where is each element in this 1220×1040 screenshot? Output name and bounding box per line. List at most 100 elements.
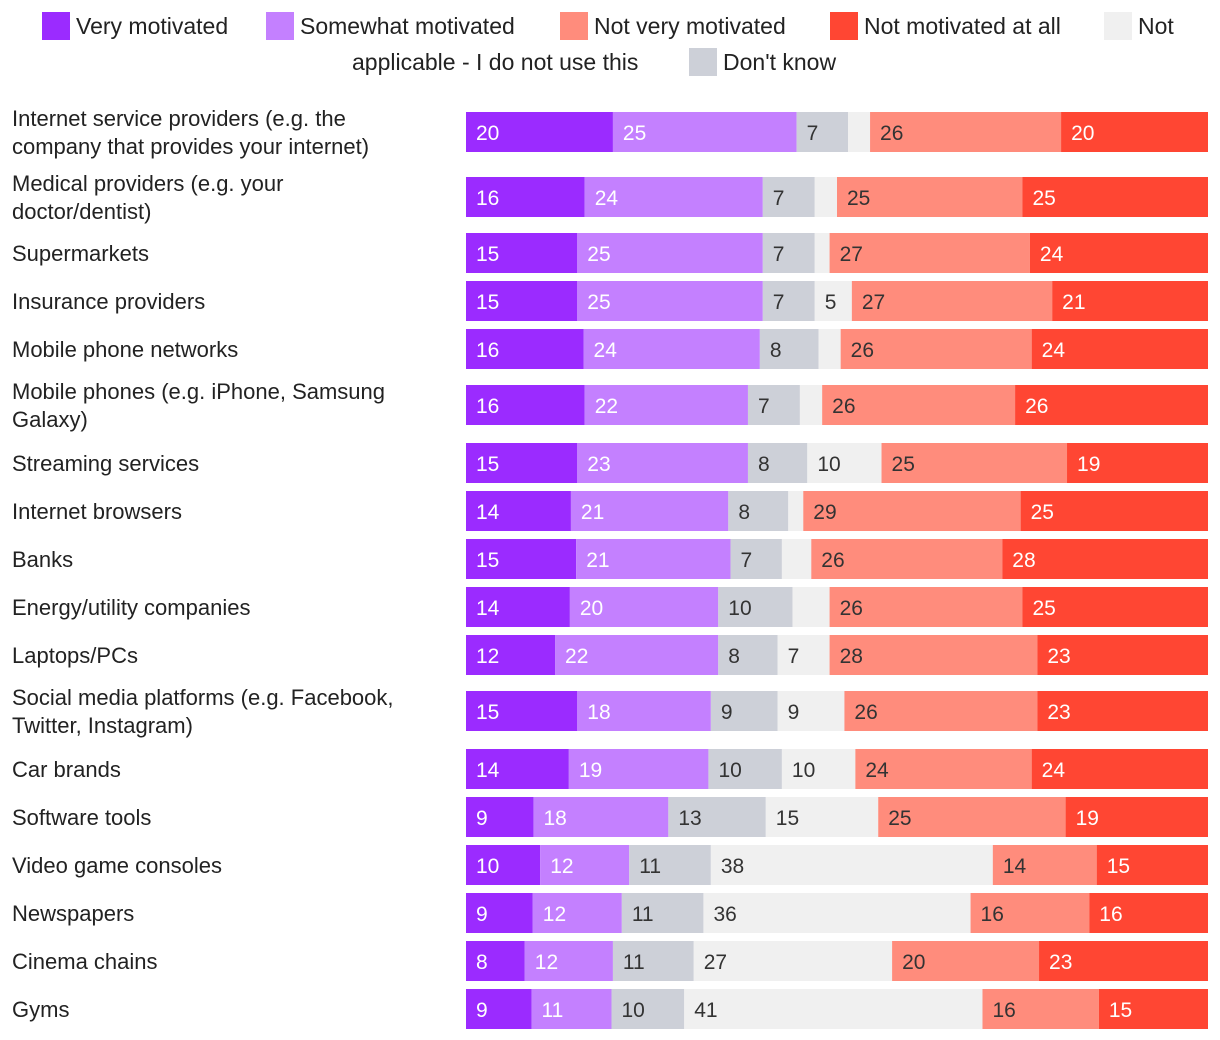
value-label: 7 [773,291,785,314]
bar-segment-not-motivated-at-all [1098,989,1208,1029]
category-label-line: Insurance providers [12,289,205,314]
bar-segment-somewhat-motivated [568,749,709,789]
legend-label: Don't know [723,49,836,75]
bar-segment-don-t-know [759,329,819,369]
value-label: 19 [1077,453,1100,476]
bar-segment-not-very-motivated [892,941,1040,981]
bar-row-medical-providers-e-g-your: 16 24 7 25 25 [466,177,1208,217]
bar-segment-not-very-motivated [837,177,1023,217]
bar-row-supermarkets: 15 25 7 27 24 [466,233,1208,273]
value-label: 26 [851,339,874,362]
value-label: 7 [740,549,752,572]
bar-segment-very-motivated [466,845,541,885]
value-label: 10 [817,453,840,476]
bar-row-software-tools: 9 18 13 15 25 19 [466,797,1208,837]
value-label: 16 [476,339,499,362]
bar-segment-not-applicable-i-do-not-use-this [788,491,804,531]
bar-segment-don-t-know [708,749,782,789]
bar-segment-somewhat-motivated [577,443,748,483]
bar-segment-very-motivated [466,941,525,981]
bar-segment-not-very-motivated [870,112,1062,152]
value-label: 14 [476,597,500,620]
bar-row-internet-browsers: 14 21 8 29 25 [466,491,1208,531]
category-label-line: Laptops/PCs [12,643,138,668]
bar-row-mobile-phone-networks: 16 24 8 26 24 [466,329,1208,369]
legend-swatch [266,12,294,40]
category-label-line: Video game consoles [12,853,222,878]
category-label-cinema-chains: Cinema chains [12,949,158,974]
value-label: 15 [1107,855,1130,878]
bar-segment-very-motivated [466,385,585,425]
value-label: 10 [728,597,751,620]
bar-segment-very-motivated [466,329,584,369]
value-label: 16 [992,999,1015,1022]
bar-segment-not-applicable-i-do-not-use-this [781,539,812,579]
bar-row-mobile-phones-e-g-iphone-samsung: 16 22 7 26 26 [466,385,1208,425]
value-label: 26 [1025,395,1048,418]
value-label: 12 [550,855,573,878]
category-label-line: Energy/utility companies [12,595,250,620]
bar-segment-not-applicable-i-do-not-use-this [807,443,882,483]
bar-segment-not-motivated-at-all [1002,539,1208,579]
value-label: 22 [595,395,618,418]
value-label: 21 [586,549,609,572]
bar-segment-somewhat-motivated [577,691,711,731]
value-label: 20 [580,597,603,620]
value-label: 9 [788,701,800,724]
value-label: 10 [621,999,644,1022]
value-label: 9 [721,701,733,724]
bar-segment-not-very-motivated [829,233,1030,273]
legend-label: Somewhat motivated [300,13,515,39]
value-label: 8 [770,339,782,362]
bar-segment-very-motivated [466,989,532,1029]
value-label: 14 [476,759,500,782]
category-label-line: Social media platforms (e.g. Facebook, [12,685,394,710]
bar-segment-somewhat-motivated [577,281,763,321]
value-label: 26 [832,395,855,418]
value-label: 10 [718,759,741,782]
bar-row-newspapers: 9 12 11 36 16 16 [466,893,1208,933]
bar-segment-not-very-motivated [855,749,1032,789]
bar-segment-somewhat-motivated [570,491,729,531]
category-label-line: Supermarkets [12,241,149,266]
value-label: 13 [678,807,701,830]
category-label-line: Cinema chains [12,949,158,974]
bar-segment-not-very-motivated [844,691,1038,731]
bar-segment-not-motivated-at-all [1096,845,1208,885]
value-label: 20 [476,122,499,145]
bar-segment-not-motivated-at-all [1061,112,1208,152]
bar-segment-not-very-motivated [970,893,1090,933]
bar-segment-not-motivated-at-all [1015,385,1208,425]
bar-segment-don-t-know [718,587,793,627]
bar-segment-not-applicable-i-do-not-use-this [814,177,837,217]
bar-segment-don-t-know [728,491,789,531]
value-label: 41 [694,999,717,1022]
value-label: 7 [773,243,785,266]
value-label: 16 [476,395,499,418]
value-label: 15 [476,243,499,266]
value-label: 19 [1076,807,1099,830]
bar-segment-not-motivated-at-all [1031,749,1208,789]
legend-swatch [830,12,858,40]
value-label: 15 [476,549,499,572]
value-label: 5 [825,291,837,314]
bar-segment-not-applicable-i-do-not-use-this [818,329,841,369]
value-label: 15 [476,453,499,476]
value-label: 38 [721,855,744,878]
category-label-line: doctor/dentist) [12,199,151,224]
bar-segment-not-applicable-i-do-not-use-this [777,635,830,675]
bar-segment-not-applicable-i-do-not-use-this [814,281,852,321]
value-label: 9 [476,903,488,926]
category-label-line: Medical providers (e.g. your [12,171,283,196]
value-label: 15 [1109,999,1132,1022]
bar-segment-don-t-know [762,281,815,321]
category-label-line: Gyms [12,997,69,1022]
bar-segment-very-motivated [466,587,570,627]
value-label: 12 [543,903,566,926]
bar-segment-don-t-know [612,941,694,981]
category-label-internet-service-providers-e-g-the: Internet service providers (e.g. the comp… [12,106,369,159]
category-label-line: Twitter, Instagram) [12,713,193,738]
bar-segment-not-very-motivated [811,539,1003,579]
bar-segment-somewhat-motivated [533,797,669,837]
